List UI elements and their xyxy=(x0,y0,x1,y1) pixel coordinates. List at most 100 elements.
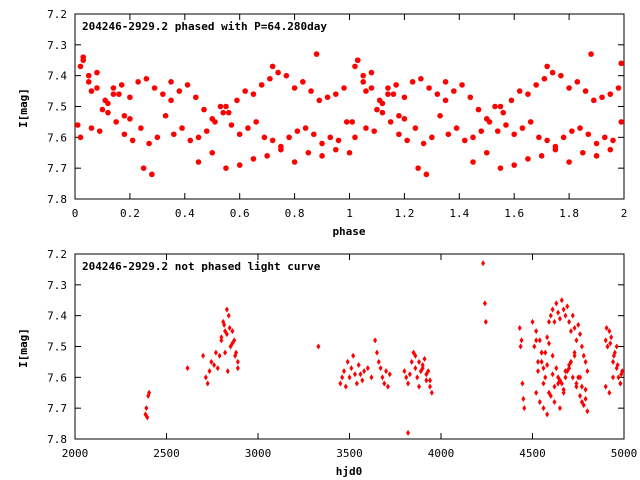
data-point xyxy=(349,119,356,125)
x-tick-label: 0.8 xyxy=(285,207,305,220)
data-point xyxy=(550,371,555,378)
data-point xyxy=(401,116,408,122)
data-point xyxy=(385,85,391,91)
data-point xyxy=(561,389,566,396)
data-point xyxy=(224,331,229,338)
data-point xyxy=(556,309,561,316)
data-point xyxy=(570,374,575,381)
data-point xyxy=(570,312,575,319)
y-tick-label: 7.4 xyxy=(47,70,67,83)
data-point xyxy=(360,79,367,85)
data-point xyxy=(605,343,610,350)
data-point xyxy=(233,352,238,359)
data-point xyxy=(308,88,314,94)
data-point xyxy=(566,85,572,91)
data-point xyxy=(223,165,229,171)
data-point xyxy=(283,72,290,79)
data-point xyxy=(192,94,199,101)
data-point xyxy=(327,134,334,141)
data-point xyxy=(154,134,161,141)
data-point xyxy=(110,85,117,91)
data-point xyxy=(230,328,235,335)
data-point xyxy=(225,368,230,375)
data-point xyxy=(261,134,268,141)
data-point xyxy=(533,82,539,88)
data-point xyxy=(517,325,522,331)
data-point xyxy=(616,374,621,381)
data-point xyxy=(609,334,614,341)
data-point xyxy=(492,103,498,110)
data-point xyxy=(343,383,348,390)
data-point xyxy=(168,97,174,104)
data-point xyxy=(574,79,581,85)
data-point xyxy=(401,94,408,101)
data-point xyxy=(305,149,312,156)
data-point xyxy=(209,358,214,365)
data-point xyxy=(534,337,539,344)
x-tick-label: 2000 xyxy=(62,447,89,460)
data-point xyxy=(356,362,361,368)
data-point xyxy=(147,389,152,396)
data-point xyxy=(550,352,555,359)
data-point xyxy=(387,371,392,378)
data-point xyxy=(195,134,202,141)
data-point xyxy=(423,171,430,178)
x-tick-label: 3000 xyxy=(245,447,272,460)
data-point xyxy=(220,109,227,116)
data-point xyxy=(569,128,575,134)
data-point xyxy=(212,362,217,368)
x-tick-label: 2500 xyxy=(153,447,180,460)
data-point xyxy=(601,134,608,141)
data-point xyxy=(269,137,276,144)
data-point xyxy=(610,137,616,144)
data-point xyxy=(404,374,409,381)
data-point xyxy=(140,165,147,171)
data-point xyxy=(184,82,191,88)
data-point xyxy=(545,334,550,341)
data-point xyxy=(143,75,150,82)
data-point xyxy=(522,405,527,412)
data-point xyxy=(338,380,343,387)
data-point xyxy=(591,97,597,104)
data-point xyxy=(406,380,411,387)
data-point xyxy=(567,365,572,372)
data-point xyxy=(376,358,381,365)
data-point xyxy=(110,91,117,97)
data-point xyxy=(368,85,375,91)
data-point xyxy=(567,318,572,325)
data-point xyxy=(171,131,177,138)
data-point xyxy=(228,122,235,128)
data-point xyxy=(546,340,551,347)
data-point xyxy=(426,85,432,91)
data-point xyxy=(568,328,573,335)
data-point xyxy=(478,128,485,134)
data-point xyxy=(313,51,320,57)
data-point xyxy=(445,131,452,138)
data-point xyxy=(374,106,380,113)
data-point xyxy=(415,374,420,381)
data-point xyxy=(603,337,608,344)
data-point xyxy=(242,88,248,94)
data-point xyxy=(574,337,579,344)
data-point xyxy=(475,106,482,113)
data-point xyxy=(371,128,378,134)
data-point xyxy=(615,362,620,368)
data-points xyxy=(143,260,625,436)
data-point xyxy=(88,125,95,131)
data-point xyxy=(343,119,350,125)
data-point xyxy=(535,358,540,365)
data-point xyxy=(537,399,542,405)
data-point xyxy=(316,343,321,350)
x-tick-label: 1.4 xyxy=(449,207,469,220)
data-point xyxy=(581,352,586,359)
data-point xyxy=(578,331,583,338)
data-point xyxy=(151,85,158,91)
data-point xyxy=(85,79,92,85)
data-point xyxy=(541,405,546,412)
y-tick-label: 7.5 xyxy=(47,341,67,354)
data-point xyxy=(352,63,358,70)
data-point xyxy=(195,159,202,165)
data-point xyxy=(162,112,169,119)
y-tick-label: 7.8 xyxy=(47,193,67,206)
